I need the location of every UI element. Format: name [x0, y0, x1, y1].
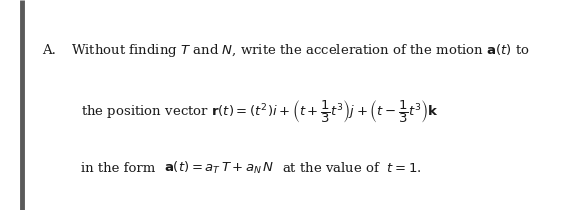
- Text: Without finding $T$ and $N$, write the acceleration of the motion $\mathbf{a}(t): Without finding $T$ and $N$, write the a…: [71, 42, 530, 59]
- Text: at the value of  $t = 1$.: at the value of $t = 1$.: [282, 161, 422, 175]
- Text: A.: A.: [42, 44, 55, 57]
- Text: the position vector $\mathbf{r}(t) = (t^2)i + \left(t + \dfrac{1}{3}t^3\right)j : the position vector $\mathbf{r}(t) = (t^…: [81, 98, 439, 125]
- Text: in the form: in the form: [81, 161, 155, 175]
- Text: $\mathbf{a}(t) = a_T\, T + a_N\, N$: $\mathbf{a}(t) = a_T\, T + a_N\, N$: [164, 160, 275, 176]
